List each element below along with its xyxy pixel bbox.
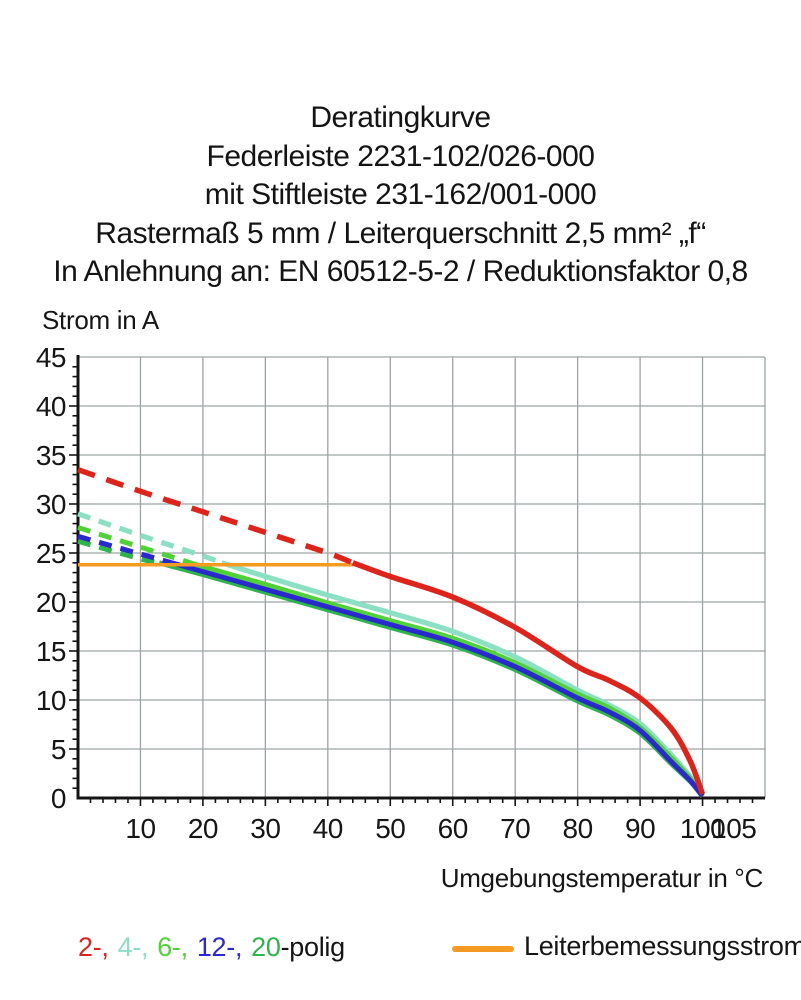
x-tick-70: 70 [500, 813, 530, 844]
y-tick-30: 30 [36, 489, 66, 520]
y-tick-10: 10 [36, 685, 66, 716]
curve-20-polig-solid-segment [158, 560, 705, 799]
chart-title-line-2: Federleiste 2231-102/026-000 [206, 139, 595, 173]
y-tick-25: 25 [36, 538, 66, 569]
curve-2-polig-dashed-segment [77, 467, 354, 566]
chart-title-line-3: mit Stiftleiste 231-162/001-000 [204, 178, 597, 211]
tick-labels: 0 5 10 15 20 25 30 35 40 45 10 20 30 40 50 60 70 80 90 1001… [36, 342, 757, 844]
rated-current-legend-label: Leiterbemessungsstrom [524, 931, 801, 961]
y-tick-40: 40 [36, 391, 66, 422]
legend-item-2-polig: 2-, [78, 932, 109, 962]
chart-title-line-1: Deratingkurve [310, 101, 491, 134]
x-tick-80: 80 [563, 813, 593, 844]
chart-title-block: Deratingkurve Federleiste 2231-102/026-0… [0, 99, 801, 292]
legend-suffix-polig: -polig [280, 932, 346, 962]
curve-4-polig-dashed-segment [77, 511, 223, 566]
x-tick-30: 30 [250, 813, 280, 844]
curve-12-polig [77, 533, 705, 798]
curve-2-polig [77, 467, 706, 796]
legend-item-20-polig: 20 [251, 932, 281, 962]
x-tick-20: 20 [188, 813, 218, 844]
curve-12-polig-dashed-segment [77, 533, 173, 566]
y-tick-5: 5 [51, 734, 66, 765]
curve-6-polig [77, 525, 705, 797]
x-tick-100: 100 [680, 813, 725, 844]
curve-2-polig-solid-segment [351, 560, 706, 796]
x-tick-60: 60 [438, 813, 468, 844]
grid [78, 356, 766, 798]
y-tick-0: 0 [51, 783, 66, 814]
legend-item-4-polig: 4-, [117, 932, 149, 962]
curve-6-polig-solid-segment [189, 560, 705, 797]
chart-title-line-4: Rastermaß 5 mm / Leiterquerschnitt 2,5 m… [95, 216, 706, 250]
x-tick-40: 40 [313, 813, 343, 844]
legend-pole-counts: 2-, 4-, 6-, 12-, 20-polig [78, 932, 345, 963]
y-tick-35: 35 [36, 440, 66, 471]
y-axis-title: Strom in A [42, 305, 159, 335]
legend-item-12-polig: 12-, [196, 932, 243, 962]
y-tick-45: 45 [36, 342, 66, 373]
x-tick-10: 10 [125, 813, 155, 844]
chart-title-line-5: In Anlehnung an: EN 60512-5-2 / Reduktio… [53, 255, 748, 288]
y-tick-20: 20 [36, 587, 66, 618]
legend-item-6-polig: 6-, [157, 932, 188, 962]
x-tick-50: 50 [375, 813, 405, 844]
curve-12-polig-solid-segment [171, 560, 705, 798]
x-tick-90: 90 [625, 813, 655, 844]
y-tick-15: 15 [36, 636, 66, 667]
curve-20-polig-dashed-segment [77, 538, 160, 566]
axes [76, 355, 765, 800]
x-tick-105: 105 [711, 813, 756, 844]
x-axis-title: Umgebungstemperatur in °C [440, 863, 764, 893]
rated-current-legend-swatch [452, 946, 514, 952]
